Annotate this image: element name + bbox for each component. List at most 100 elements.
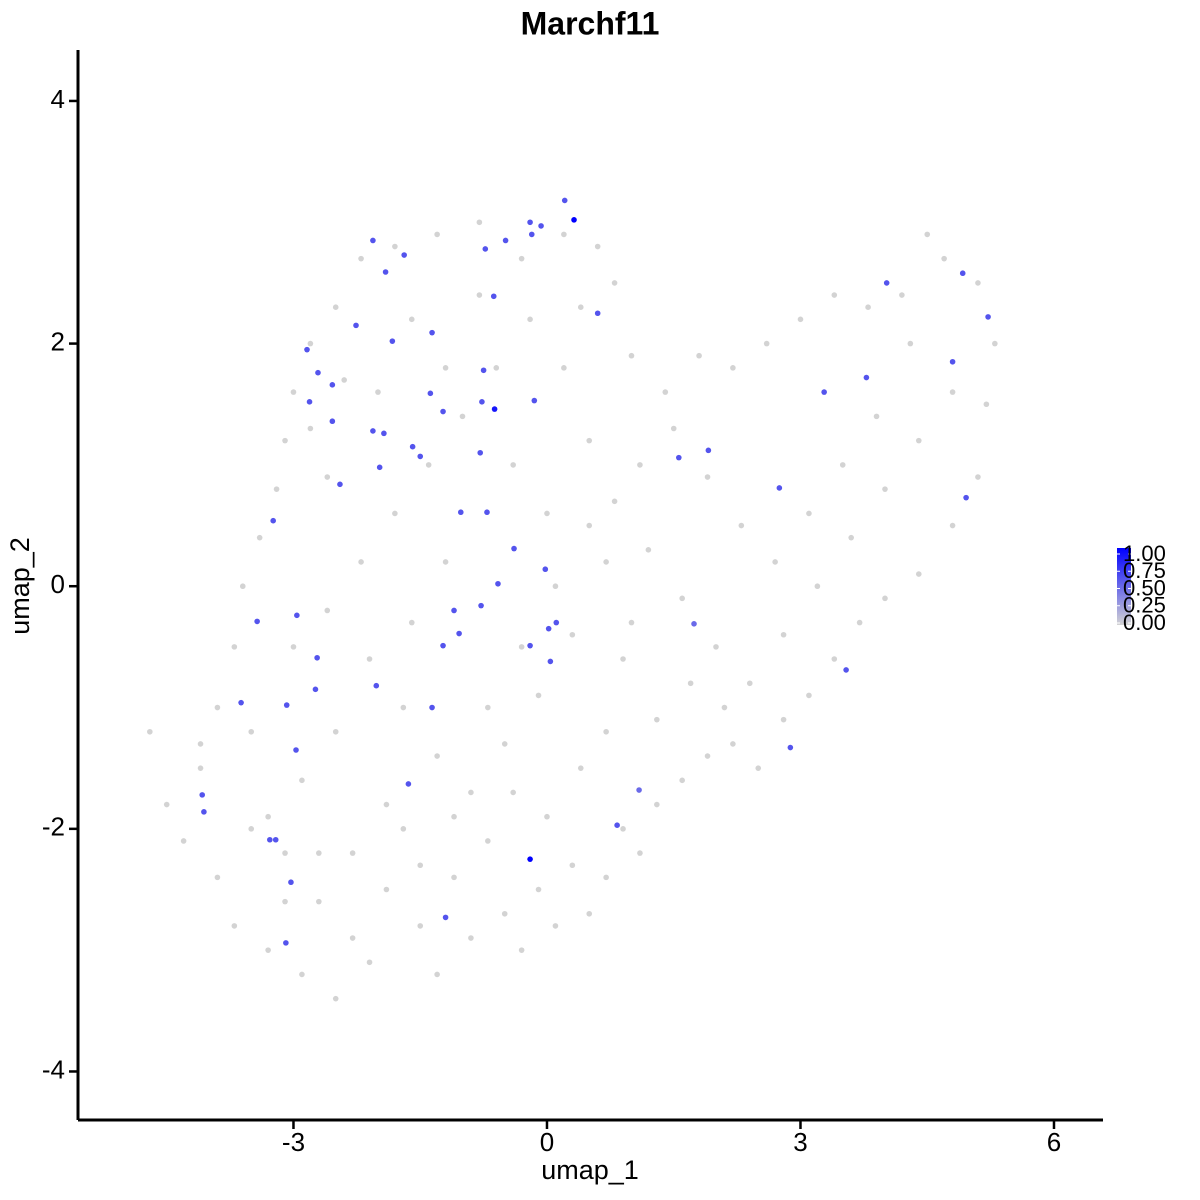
point <box>547 658 554 665</box>
point <box>746 680 753 687</box>
point <box>696 352 702 359</box>
point <box>427 390 434 397</box>
point <box>408 619 415 626</box>
point <box>197 765 204 771</box>
point <box>434 971 440 978</box>
point <box>603 728 609 735</box>
point <box>863 374 870 381</box>
point <box>983 401 990 408</box>
point <box>417 862 424 869</box>
point <box>366 959 373 966</box>
point <box>451 607 457 614</box>
point <box>569 631 576 638</box>
point <box>501 910 508 917</box>
point <box>270 517 276 524</box>
point <box>468 789 474 796</box>
point <box>679 777 685 784</box>
point <box>814 583 821 590</box>
point <box>457 509 464 516</box>
point <box>254 618 260 625</box>
point <box>535 886 542 893</box>
point <box>924 231 931 238</box>
point <box>636 787 642 793</box>
point <box>329 418 336 425</box>
point <box>307 340 314 347</box>
point <box>329 382 336 388</box>
point <box>577 304 584 310</box>
point <box>290 644 297 650</box>
x-axis-title: umap_1 <box>541 1155 639 1185</box>
x-tick-label: 6 <box>1047 1127 1061 1157</box>
point <box>949 522 956 529</box>
point <box>248 728 255 735</box>
point <box>485 704 491 711</box>
point <box>349 935 356 941</box>
point <box>527 316 533 323</box>
point <box>883 280 890 286</box>
point <box>332 304 339 310</box>
point <box>586 437 593 444</box>
point <box>654 716 660 723</box>
point <box>316 898 322 905</box>
point <box>358 255 364 262</box>
point <box>831 656 838 662</box>
point <box>353 322 359 329</box>
point <box>199 792 206 798</box>
point <box>603 559 609 565</box>
point <box>197 741 204 747</box>
point <box>459 413 466 420</box>
point <box>963 494 969 501</box>
point <box>586 910 593 917</box>
point <box>383 886 390 893</box>
point <box>691 621 697 627</box>
point <box>290 389 297 395</box>
legend-label: 0.75 <box>1123 558 1166 583</box>
point <box>273 486 280 492</box>
y-tick-label: 2 <box>51 326 65 356</box>
point <box>637 462 643 468</box>
legend-label: 0.25 <box>1123 593 1166 618</box>
point <box>806 510 812 517</box>
point <box>324 474 331 480</box>
point <box>214 704 221 711</box>
point <box>442 559 449 565</box>
point <box>375 389 381 395</box>
point <box>231 923 238 929</box>
point <box>645 547 652 553</box>
point <box>839 462 846 468</box>
point <box>611 498 618 505</box>
point <box>409 443 416 450</box>
point <box>417 923 424 929</box>
point <box>283 940 289 946</box>
point <box>381 430 387 437</box>
point <box>272 836 279 843</box>
point <box>776 485 783 491</box>
point <box>594 243 601 250</box>
point <box>510 462 516 468</box>
point <box>389 338 396 344</box>
point <box>265 813 271 820</box>
point <box>821 389 827 395</box>
point <box>535 692 542 699</box>
point <box>337 481 343 488</box>
point <box>662 389 669 395</box>
point <box>485 838 491 844</box>
point <box>614 822 620 829</box>
point <box>214 874 221 881</box>
point <box>985 314 991 320</box>
point <box>527 219 533 226</box>
point <box>429 704 435 711</box>
point <box>518 644 525 650</box>
point <box>476 292 483 298</box>
point <box>315 369 321 376</box>
point <box>267 836 273 843</box>
point <box>201 809 207 815</box>
point <box>239 583 246 590</box>
point <box>713 644 719 650</box>
point <box>915 437 922 444</box>
y-axis-title: umap_2 <box>5 537 35 635</box>
point <box>307 425 314 432</box>
point <box>721 704 728 711</box>
point <box>434 231 440 238</box>
point <box>332 995 339 1002</box>
